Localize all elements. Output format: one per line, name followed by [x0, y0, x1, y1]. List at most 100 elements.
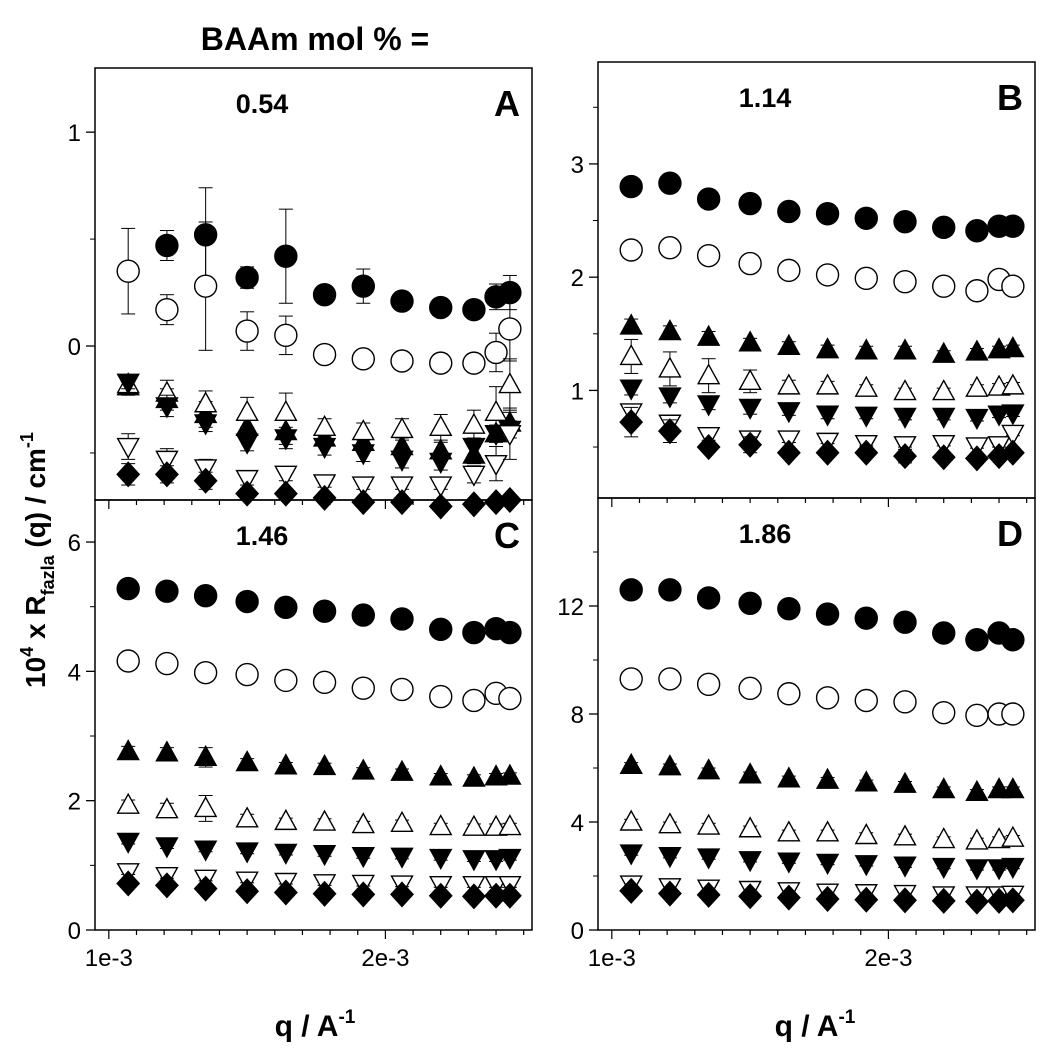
data-point: [484, 850, 508, 872]
data-point: [312, 599, 337, 623]
data-point: [274, 808, 298, 831]
data-point: [658, 578, 682, 602]
data-point: [854, 338, 878, 360]
data-point: [390, 677, 414, 702]
data-point: [390, 607, 414, 631]
data-point: [351, 676, 375, 700]
series-triangle-up-open: [619, 338, 1025, 401]
data-point: [235, 750, 259, 772]
series-triangle-up-open: [619, 809, 1025, 850]
data-point: [932, 274, 956, 298]
data-point: [461, 883, 486, 910]
x-tick-label: 1e-3: [85, 945, 133, 972]
data-point: [312, 484, 337, 511]
data-point: [312, 753, 337, 776]
data-point: [484, 340, 508, 365]
data-point: [738, 398, 762, 420]
data-point: [193, 467, 218, 494]
y-tick-label: 2: [68, 789, 81, 816]
data-point: [462, 765, 486, 787]
data-point: [498, 317, 522, 341]
data-point: [235, 433, 259, 455]
y-axis-label-main: 10: [20, 657, 51, 688]
data-point: [1001, 214, 1025, 238]
data-point: [696, 363, 721, 385]
data-point: [965, 628, 989, 652]
data-point: [893, 690, 917, 714]
data-point: [815, 439, 840, 466]
header-label: BAAm mol % =: [201, 21, 429, 57]
data-point: [658, 754, 682, 776]
data-point: [619, 343, 643, 366]
data-point: [965, 219, 989, 243]
data-point: [777, 333, 801, 355]
data-point: [965, 828, 989, 850]
data-point: [351, 489, 376, 516]
y-axis-label-end: (q) / cm: [20, 448, 51, 555]
data-point: [893, 379, 917, 401]
data-point: [116, 870, 141, 897]
data-point: [390, 476, 414, 498]
series-triangle-down-open: [116, 407, 522, 498]
data-point: [619, 752, 643, 774]
data-point: [854, 439, 879, 466]
data-point: [738, 191, 762, 216]
data-point: [274, 595, 298, 620]
series-triangle-down-filled: [619, 844, 1025, 881]
data-point: [312, 809, 337, 831]
data-point: [155, 579, 179, 603]
data-point: [193, 795, 218, 818]
data-point: [815, 602, 840, 626]
data-point: [696, 813, 721, 835]
panel-value-label: 1.14: [739, 83, 792, 113]
data-point: [351, 846, 375, 869]
data-point: [1001, 702, 1025, 726]
data-point: [429, 351, 453, 375]
series-triangle-up-filled: [619, 313, 1025, 363]
y-tick-label: 4: [571, 810, 584, 837]
data-point: [854, 855, 878, 877]
series-circle-open: [116, 221, 522, 375]
data-point: [931, 444, 956, 471]
data-point: [815, 820, 840, 842]
data-point: [696, 243, 721, 268]
data-point: [658, 667, 682, 691]
data-point: [428, 493, 453, 520]
data-point: [116, 649, 140, 673]
series-triangle-down-filled: [116, 373, 522, 474]
data-point: [390, 847, 414, 869]
data-point: [777, 852, 801, 874]
data-point: [498, 814, 522, 836]
data-point: [235, 399, 259, 422]
panel-letter-label: D: [997, 513, 1023, 554]
data-point: [429, 617, 453, 642]
data-point: [462, 297, 486, 322]
data-point: [657, 418, 682, 445]
data-point: [696, 672, 721, 696]
data-point: [777, 766, 801, 788]
data-point: [815, 885, 840, 912]
data-point: [932, 621, 956, 645]
data-point: [619, 313, 643, 335]
y-tick-label: 3: [571, 152, 584, 179]
data-point: [462, 620, 486, 645]
x-tick-label: 2e-3: [361, 945, 409, 972]
y-axis-label-mid: x R: [20, 595, 51, 646]
data-point: [274, 399, 298, 422]
data-point: [1001, 404, 1025, 426]
data-point: [893, 269, 917, 294]
data-point: [351, 476, 375, 498]
data-point: [657, 880, 682, 907]
data-point: [619, 238, 643, 262]
data-point: [273, 480, 298, 507]
data-point: [738, 851, 762, 873]
y-tick-label: 2: [571, 265, 584, 292]
y-axis-label-sup: 4: [17, 647, 37, 657]
y-tick-label: 0: [68, 918, 81, 945]
data-point: [815, 337, 840, 359]
x-tick-label: 1e-3: [588, 945, 636, 972]
data-point: [116, 576, 140, 601]
data-point: [738, 816, 762, 838]
panel-c: 0 2 4 6 1e-3 2e-3 1.46 C: [68, 499, 533, 972]
